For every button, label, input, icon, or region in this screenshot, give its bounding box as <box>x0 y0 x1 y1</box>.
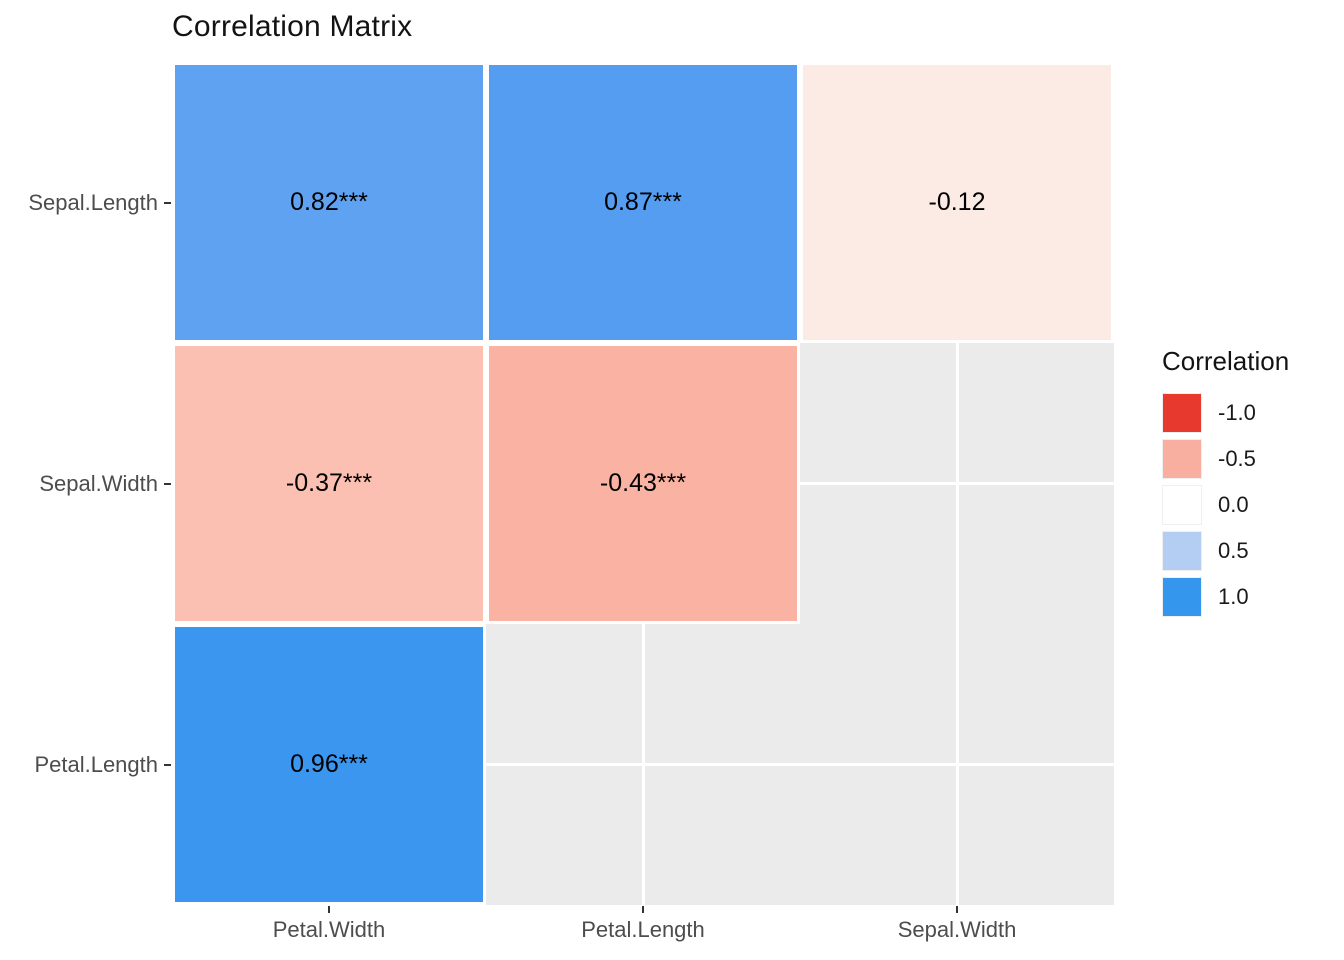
legend-swatch <box>1162 393 1202 433</box>
x-axis-tick <box>328 906 330 913</box>
matrix-cell-value: -0.12 <box>928 188 986 216</box>
legend-key-label: 0.5 <box>1218 538 1249 563</box>
y-axis-label: Petal.Length <box>34 751 158 777</box>
legend-key-label: -1.0 <box>1218 400 1256 425</box>
legend-swatch <box>1162 531 1202 571</box>
y-axis-tick <box>164 482 171 485</box>
legend-key-label: 1.0 <box>1218 584 1249 609</box>
y-axis-tick <box>164 201 171 204</box>
legend-key-label: 0.0 <box>1218 492 1249 517</box>
matrix-cell: 0.87*** <box>486 62 800 343</box>
x-axis-label: Petal.Length <box>581 917 705 942</box>
matrix-cell: -0.37*** <box>172 343 486 624</box>
x-axis-tick <box>956 906 958 913</box>
x-axis-label: Sepal.Width <box>897 917 1017 942</box>
matrix-cell: 0.82*** <box>172 62 486 343</box>
matrix-cell-value: -0.43*** <box>599 469 687 497</box>
panel-gridline-horizontal <box>172 763 1114 766</box>
matrix-cell: -0.43*** <box>486 343 800 624</box>
x-axis-tick <box>642 906 644 913</box>
legend-key: -1.0 <box>1162 393 1289 433</box>
legend-swatch <box>1162 577 1202 617</box>
y-axis-label: Sepal.Width <box>39 470 158 496</box>
legend-key: 0.0 <box>1162 485 1289 525</box>
plot-panel: 0.82*** 0.87*** -0.12 -0.37*** -0.43*** 0.96*… <box>172 62 1114 905</box>
matrix-cell-value: -0.37*** <box>285 469 373 497</box>
legend-key-label: -0.5 <box>1218 446 1256 471</box>
legend-title: Correlation <box>1162 346 1290 376</box>
y-axis-tick <box>164 763 171 766</box>
matrix-cell-value: 0.87*** <box>604 188 682 216</box>
plot-title: Correlation Matrix <box>172 10 413 43</box>
legend-swatch <box>1162 439 1202 479</box>
legend: Correlation -1.0 -0.5 0.0 0.5 1.0 <box>1162 346 1289 623</box>
matrix-cell-value: 0.96*** <box>290 750 368 778</box>
x-axis-label: Petal.Width <box>272 917 386 942</box>
legend-keys: -1.0 -0.5 0.0 0.5 1.0 <box>1162 393 1289 617</box>
legend-key: -0.5 <box>1162 439 1289 479</box>
legend-key: 0.5 <box>1162 531 1289 571</box>
legend-swatch <box>1162 485 1202 525</box>
legend-key: 1.0 <box>1162 577 1289 617</box>
matrix-cell: -0.12 <box>800 62 1114 343</box>
matrix-cell: 0.96*** <box>172 624 486 905</box>
y-axis-label: Sepal.Length <box>28 189 158 215</box>
matrix-cell-value: 0.82*** <box>290 188 368 216</box>
